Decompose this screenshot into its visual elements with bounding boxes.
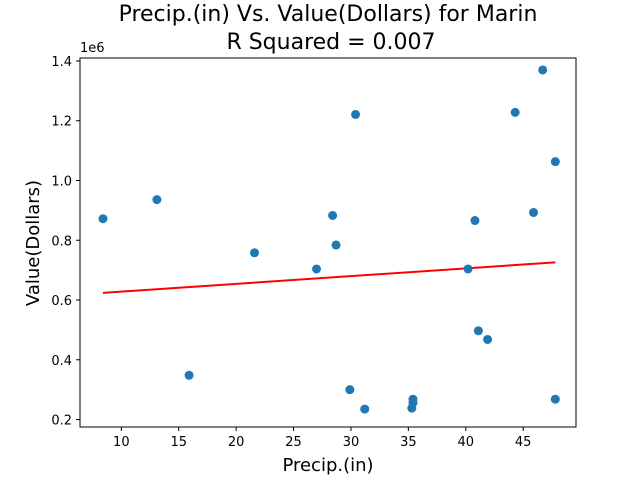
data-point [510, 107, 520, 117]
y-tick-label: 0.2 [51, 414, 72, 429]
x-tick-label: 25 [285, 435, 302, 450]
y-tick-label: 1.0 [51, 175, 72, 190]
data-point [473, 326, 483, 336]
regression-line [102, 261, 556, 294]
x-tick-label: 10 [113, 435, 130, 450]
data-point [550, 157, 560, 167]
x-tick-label: 15 [170, 435, 187, 450]
data-point [408, 394, 418, 404]
y-axis-offset-label: 1e6 [80, 41, 105, 56]
data-point [184, 370, 194, 380]
y-axis-label: Value(Dollars) [23, 180, 44, 306]
data-point [152, 195, 162, 205]
x-axis-ticks: 10 15 20 25 30 35 40 45 [113, 427, 531, 450]
data-point [360, 404, 370, 414]
trendline-layer [102, 261, 556, 294]
data-point [538, 65, 548, 75]
x-tick-label: 20 [228, 435, 245, 450]
data-point [250, 248, 260, 258]
data-point [483, 334, 493, 344]
data-point [351, 109, 361, 119]
data-point [98, 214, 108, 224]
y-tick-label: 0.6 [51, 294, 72, 309]
data-point [331, 240, 341, 250]
data-point [328, 210, 338, 220]
data-point [550, 394, 560, 404]
data-point [312, 264, 322, 274]
y-tick-label: 1.2 [51, 115, 72, 130]
y-tick-label: 0.8 [51, 234, 72, 249]
x-axis-label: Precip.(in) [282, 455, 373, 476]
x-tick-label: 30 [343, 435, 360, 450]
chart-title-line2: R Squared = 0.007 [226, 30, 435, 55]
x-tick-label: 40 [458, 435, 475, 450]
chart-title-line1: Precip.(in) Vs. Value(Dollars) for Marin [119, 2, 538, 27]
scatter-points [98, 65, 560, 414]
data-point [529, 207, 539, 217]
x-tick-label: 45 [515, 435, 532, 450]
data-point [470, 216, 480, 226]
data-point [463, 264, 473, 274]
y-axis-ticks: 0.2 0.4 0.6 0.8 1.0 1.2 1.4 [51, 55, 80, 429]
plot-area-frame [79, 57, 577, 428]
y-tick-label: 0.4 [51, 354, 72, 369]
x-tick-label: 35 [400, 435, 417, 450]
data-point [345, 385, 355, 395]
y-tick-label: 1.4 [51, 55, 72, 70]
